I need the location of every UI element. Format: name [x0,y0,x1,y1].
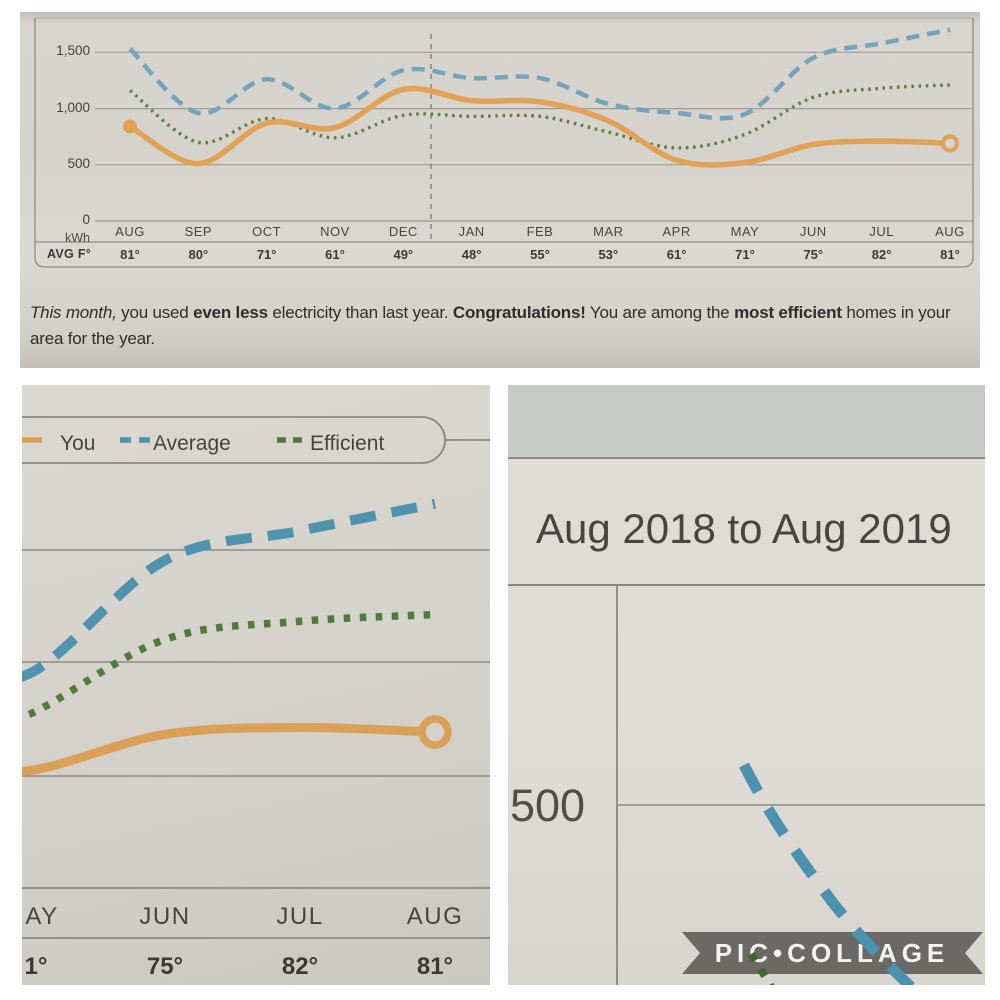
avg-temp-value: 53° [598,247,619,262]
closeup-temp-value: 81° [417,953,453,980]
closeup-temp-value: 82° [282,953,318,980]
month-label: OCT [252,224,282,239]
message-segment: Congratulations! [452,303,586,322]
y-axis-tick-label: 1,000 [56,99,90,115]
month-label: JUL [869,224,894,239]
message-segment: most efficient [734,303,842,322]
month-label: AUG [115,224,145,239]
summary-message-line1: This month, you used even less electrici… [30,303,951,323]
annual-usage-chart [34,17,974,268]
you-end-open-dot-closeup [418,715,452,749]
efficient-line-closeup [22,610,436,722]
avg-temp-value: 71° [256,247,277,262]
month-label: SEP [184,224,213,239]
avg-temp-value: 81° [940,247,960,262]
avg-temp-value: 61° [325,247,345,262]
closeup-month-label: AUG [407,903,464,930]
y-axis-tick-label: 1,500 [56,43,90,59]
message-segment: electricity than last year. [267,303,453,322]
message-segment: This month, [30,303,117,322]
avg-temp-value: 49° [393,247,414,262]
month-label: NOV [320,224,350,239]
month-label: AUG [935,224,965,239]
closeup-month-label: AY [25,903,58,930]
efficient-line-closeup [747,951,775,985]
avg-temp-value: 61° [666,247,687,262]
chart-title: Aug 2018 to Aug 2019 [536,505,952,552]
month-label: DEC [388,224,418,239]
month-label: APR [662,224,691,239]
efficient-line [128,83,951,150]
piccollage-logo: PIC•COLLAGE [715,938,950,968]
piccollage-ribbon [682,932,983,974]
you-line-closeup [22,722,440,776]
closeup-series-curves [22,498,452,776]
avg-temp-value: 75° [803,247,824,262]
legend-you-label: You [60,432,95,455]
closeup-panel-title: Aug 2018 to Aug 2019 500 PIC•COLLAGE [508,385,985,985]
closeup-temp-value: 1° [25,953,48,980]
avg-temp-value: 82° [871,247,892,262]
average-line [128,27,951,121]
avg-temp-value: 48° [461,247,482,262]
summary-message-line2: area for the year. [30,329,155,349]
month-label: JAN [458,224,485,239]
you-start-dot [123,119,137,134]
message-segment: area for the year. [30,329,155,348]
kwh-unit-label: kWh [65,231,90,245]
y-axis-tick-label: 500 [67,155,90,171]
message-segment: You are among the [585,303,735,322]
stat-box-border [34,18,974,268]
legend-average-label: Average [153,432,231,455]
month-label: MAR [593,224,624,239]
closeup-month-label: JUN [139,903,190,930]
month-label: JUN [799,224,827,239]
message-segment: homes in your [841,303,951,322]
avg-temp-value: 81° [120,247,140,262]
month-label: FEB [526,224,554,239]
message-segment: even less [193,303,268,322]
closeup-chart-right: Aug 2018 to Aug 2019 500 PIC•COLLAGE [508,385,985,985]
message-segment: you used [116,303,194,322]
ytick-500-label: 500 [510,780,585,831]
closeup-panel-legend-months: You Average Efficient AY JUN JUL AUG 1° 75° 82… [22,385,490,985]
paper-top-band [508,385,985,458]
you-line [127,85,953,168]
avg-temp-value: 80° [188,247,209,262]
avg-temp-row-label: AVG F° [47,247,92,261]
y-axis-tick-label: 0 [82,212,90,227]
you-end-open-dot [940,134,960,153]
closeup-chart-left: You Average Efficient AY JUN JUL AUG 1° 75° 82… [22,416,490,980]
avg-temp-value: 71° [735,247,755,262]
closeup-temp-value: 75° [147,953,183,980]
series-curves [123,27,960,168]
closeup-month-label: JUL [276,903,323,930]
legend-efficient-label: Efficient [310,432,384,455]
closeup-month-labels: AY JUN JUL AUG 1° 75° 82° 81° [25,903,464,980]
avg-temp-value: 55° [530,247,550,262]
month-label: MAY [730,224,760,239]
top-panel-usage-chart: AUG SEP OCT NOV DEC JAN FEB MAR APR MAY JUN JUL AUG 8… [20,12,980,368]
average-line-closeup [22,498,436,682]
